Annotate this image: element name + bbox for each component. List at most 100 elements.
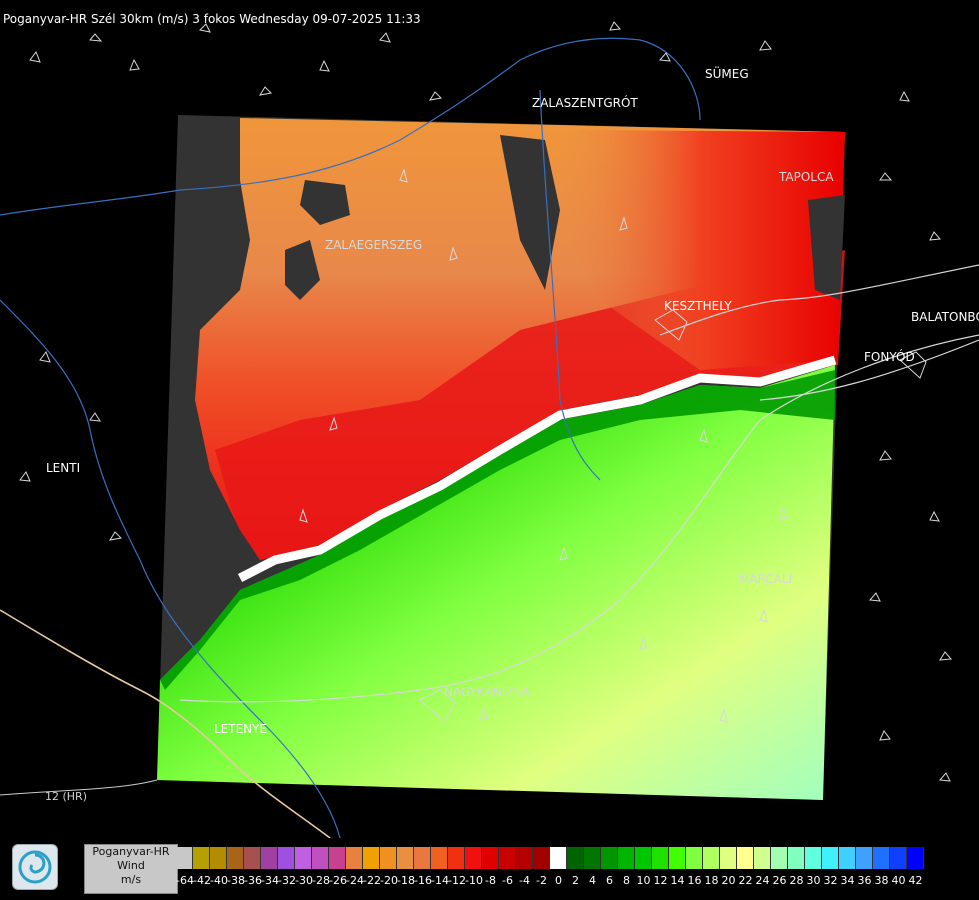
- legend-swatch: [839, 847, 856, 869]
- town-label-nagykanizsa: NAGYKANIZSA: [444, 685, 530, 699]
- legend-tick: 16: [687, 874, 702, 887]
- river: [0, 37, 701, 216]
- legend-swatch: [635, 847, 652, 869]
- approaching-wind-dark: [160, 370, 835, 690]
- legend-swatch: [533, 847, 550, 869]
- legend-tick: 22: [738, 874, 753, 887]
- legend-ticks: -64 -42 -40 -38 -36 -34 -32 -30 -28 -26 -24 -22 -20-…: [176, 874, 924, 888]
- legend-swatch: [618, 847, 635, 869]
- legend-tick: -32: [278, 874, 296, 887]
- legend-swatch: [482, 847, 499, 869]
- legend-station: Poganyvar-HR: [92, 845, 170, 858]
- legend-swatch: [788, 847, 805, 869]
- legend-tick: -22: [363, 874, 381, 887]
- legend-tick: 24: [755, 874, 770, 887]
- legend-tick: -20: [380, 874, 398, 887]
- legend-swatch: [703, 847, 720, 869]
- legend-tick: -24: [346, 874, 364, 887]
- town-label-fonyod: FONYÓD: [864, 350, 915, 364]
- no-data-hole: [300, 180, 350, 225]
- legend-swatch: [754, 847, 771, 869]
- legend-swatch: [363, 847, 380, 869]
- legend-swatch: [210, 847, 227, 869]
- legend-tick: -36: [244, 874, 262, 887]
- legend-tick: 18: [704, 874, 719, 887]
- legend-swatch: [907, 847, 924, 869]
- legend-tick: -2: [536, 874, 547, 887]
- legend-swatch: [686, 847, 703, 869]
- legend-tick: -12: [448, 874, 466, 887]
- legend-swatch: [244, 847, 261, 869]
- legend-tick: -10: [465, 874, 483, 887]
- legend-tick: -64: [176, 874, 194, 887]
- legend-unit: m/s: [120, 873, 142, 886]
- legend-tick: 34: [840, 874, 855, 887]
- legend-swatch: [261, 847, 278, 869]
- town-label-sumeg: SÜMEG: [705, 67, 749, 81]
- legend-tick: -18: [397, 874, 415, 887]
- legend-swatch: [431, 847, 448, 869]
- settlement-outlines: [19, 21, 953, 782]
- legend-swatch: [601, 847, 618, 869]
- legend-tick: 14: [670, 874, 685, 887]
- legend-tick: -6: [502, 874, 513, 887]
- legend-tick: 32: [823, 874, 838, 887]
- legend-tick: -40: [210, 874, 228, 887]
- radar-map: [0, 21, 979, 838]
- road-label: 12 (HR): [45, 790, 87, 803]
- legend-tick: -26: [329, 874, 347, 887]
- receding-wind-east: [560, 130, 845, 370]
- no-data-hole: [285, 240, 320, 300]
- map-title: Poganyvar-HR Szél 30km (m/s) 3 fokos Wed…: [3, 12, 421, 26]
- legend-tick: -34: [261, 874, 279, 887]
- legend-swatch: [380, 847, 397, 869]
- legend-tick: 12: [653, 874, 668, 887]
- river: [0, 299, 341, 838]
- legend-tick: -28: [312, 874, 330, 887]
- town-label-marcali: MARCALI: [739, 572, 793, 586]
- legend-swatches: [176, 847, 924, 869]
- legend-tick: 40: [891, 874, 906, 887]
- legend-tick: 20: [721, 874, 736, 887]
- legend-tick: 36: [857, 874, 872, 887]
- town-label-keszthely: KESZTHELY: [664, 299, 732, 313]
- legend-tick: 2: [572, 874, 579, 887]
- legend-swatch: [720, 847, 737, 869]
- legend-swatch: [176, 847, 193, 869]
- legend-tick: 6: [606, 874, 613, 887]
- legend-swatch: [550, 847, 567, 869]
- legend-swatch: [669, 847, 686, 869]
- border-line: [0, 779, 158, 796]
- legend-tick: -38: [227, 874, 245, 887]
- legend-swatch: [822, 847, 839, 869]
- lake-shore: [659, 264, 979, 336]
- legend-swatch: [278, 847, 295, 869]
- legend-swatch: [227, 847, 244, 869]
- legend-tick: 26: [772, 874, 787, 887]
- no-data-hole: [808, 195, 845, 300]
- legend-swatch: [652, 847, 669, 869]
- legend-swatch: [312, 847, 329, 869]
- legend-tick: -4: [519, 874, 530, 887]
- town-label-letenye: LETENYE: [214, 722, 268, 736]
- town-label-lenti: LENTI: [46, 461, 81, 475]
- legend-swatch: [873, 847, 890, 869]
- legend-swatch: [448, 847, 465, 869]
- legend-swatch: [465, 847, 482, 869]
- logo: [12, 844, 58, 890]
- town-label-zalaszentgrot: ZALASZENTGRÓT: [532, 96, 638, 110]
- legend-swatch: [890, 847, 907, 869]
- legend-tick: -30: [295, 874, 313, 887]
- town-label-tapolca: TAPOLCA: [779, 170, 834, 184]
- legend-swatch: [397, 847, 414, 869]
- legend-swatch: [737, 847, 754, 869]
- legend-swatch: [193, 847, 210, 869]
- legend-tick: -8: [485, 874, 496, 887]
- legend-swatch: [584, 847, 601, 869]
- legend-tick: 0: [555, 874, 562, 887]
- highway: [0, 609, 331, 838]
- legend-swatch: [856, 847, 873, 869]
- legend-tick: 28: [789, 874, 804, 887]
- legend-swatch: [567, 847, 584, 869]
- legend-swatch: [295, 847, 312, 869]
